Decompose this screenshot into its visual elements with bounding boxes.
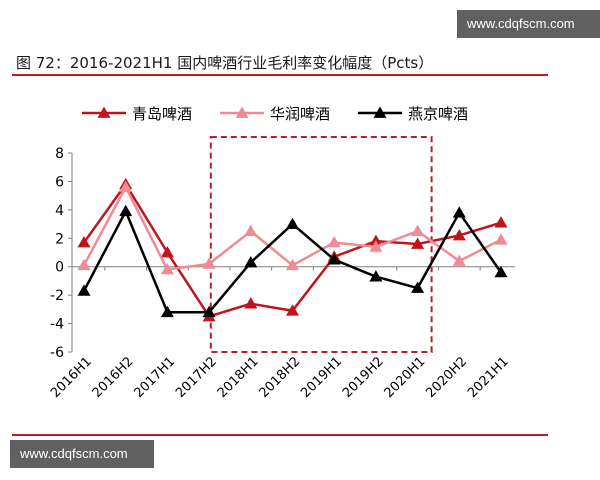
data-point-series-3 [369, 270, 383, 282]
data-point-series-2 [119, 180, 133, 192]
y-tick-label: -2 [50, 288, 64, 304]
data-point-series-2 [452, 254, 466, 266]
highlight-box [209, 136, 433, 353]
x-tick-label: 2020H2 [423, 354, 470, 401]
data-point-series-3 [286, 217, 299, 229]
x-tick-label: 2016H2 [90, 354, 137, 401]
x-tick-label: 2021H1 [465, 354, 512, 401]
legend-marker-1 [97, 106, 111, 118]
legend-label-2: 华润啤酒 [270, 105, 330, 123]
legend-label-3: 燕京啤酒 [408, 105, 468, 123]
x-tick-label: 2020H1 [382, 354, 429, 401]
data-point-series-3 [160, 305, 174, 318]
data-point-series-1 [411, 237, 425, 249]
y-tick-label: 0 [55, 260, 64, 276]
x-tick-label: 2018H2 [257, 354, 304, 401]
watermark-bottom: www.cdqfscm.com [10, 440, 154, 468]
data-point-series-2 [244, 224, 258, 237]
footer-divider [12, 434, 548, 436]
data-point-series-3 [494, 265, 508, 278]
x-tick-label: 2019H1 [298, 354, 345, 401]
data-point-series-2 [286, 258, 299, 271]
y-tick-label: -6 [50, 345, 64, 361]
data-point-series-1 [244, 297, 258, 309]
title-divider [12, 74, 548, 76]
data-point-series-3 [327, 253, 341, 265]
y-tick-label: 2 [55, 231, 64, 247]
data-point-series-2 [160, 263, 174, 275]
data-point-series-1 [160, 246, 174, 258]
data-point-series-1 [494, 216, 508, 228]
x-tick-label: 2018H1 [215, 354, 262, 401]
data-point-series-2 [494, 233, 508, 245]
y-tick-label: 8 [55, 146, 64, 162]
data-point-series-3 [119, 204, 133, 217]
x-tick-label: 2017H1 [131, 354, 178, 401]
chart-title: 图 72：2016-2021H1 国内啤酒行业毛利率变化幅度（Pcts） [16, 54, 434, 72]
data-point-series-3 [411, 281, 425, 293]
data-point-series-2 [327, 236, 341, 248]
data-point-series-2 [411, 224, 425, 237]
y-tick-label: -4 [50, 317, 64, 333]
watermark-top: www.cdqfscm.com [457, 10, 600, 38]
data-point-series-1 [286, 304, 299, 316]
data-point-series-1 [77, 236, 91, 248]
y-tick-label: 6 [55, 174, 64, 190]
x-tick-label: 2016H1 [48, 354, 95, 401]
data-point-series-2 [369, 240, 383, 252]
data-point-series-3 [77, 284, 91, 296]
line-chart: 86420-2-4-62016H12016H22017H12017H22018H… [48, 105, 515, 401]
legend-label-1: 青岛啤酒 [132, 105, 192, 123]
data-point-series-3 [202, 305, 216, 318]
data-point-series-1 [452, 228, 466, 241]
legend-marker-2 [235, 106, 249, 118]
data-point-series-3 [452, 206, 466, 218]
x-tick-label: 2019H2 [340, 354, 387, 401]
x-tick-label: 2017H2 [173, 354, 220, 401]
data-point-series-2 [202, 257, 216, 269]
legend-marker-3 [373, 106, 387, 118]
data-point-series-3 [244, 255, 258, 268]
data-point-series-2 [77, 258, 91, 271]
y-tick-label: 4 [55, 203, 64, 219]
